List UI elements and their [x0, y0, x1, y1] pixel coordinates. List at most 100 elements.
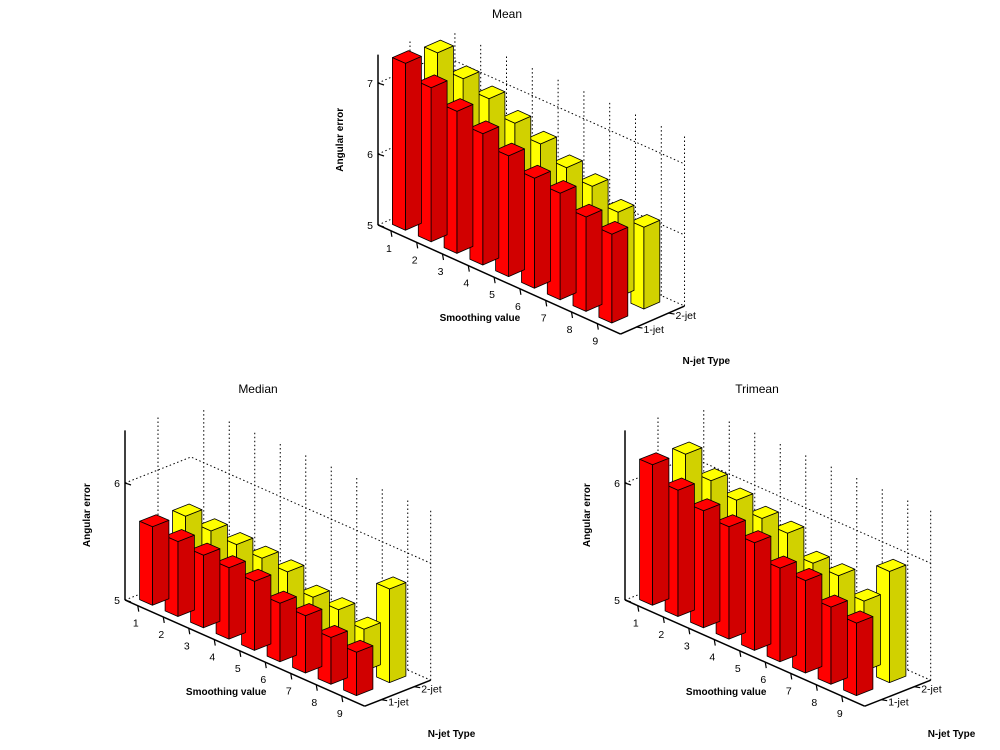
x-tick-mark: [688, 628, 691, 635]
bar-side: [805, 573, 823, 674]
axes: [377, 54, 685, 335]
x-tick-mark: [637, 605, 640, 612]
bar-side: [830, 600, 848, 685]
x-tick-label: 5: [489, 289, 495, 301]
x-tick-mark: [493, 277, 496, 284]
x-axis-label: Smoothing value: [186, 687, 267, 698]
z-tick-mark: [414, 686, 421, 689]
bar-side: [355, 645, 374, 696]
axes: [124, 430, 431, 707]
bar-front: [139, 520, 153, 606]
bar-side: [728, 519, 746, 640]
y-tick-mark: [377, 82, 385, 86]
bar-1-jet-2: [664, 477, 695, 617]
y-tick-mark: [124, 482, 132, 486]
bar-1-jet-4: [215, 555, 246, 640]
y-tick-mark: [624, 599, 632, 603]
x-tick-mark: [467, 265, 470, 272]
bar-1-jet-4: [715, 514, 746, 640]
chart-title: Trimean: [735, 382, 779, 396]
y-tick-label: 6: [114, 478, 120, 490]
bar-1-jet-5: [495, 142, 525, 278]
x-tick-label: 4: [209, 652, 215, 664]
y-tick-label: 5: [614, 595, 620, 607]
x-tick-label: 8: [567, 324, 573, 336]
x-tick-mark: [188, 628, 191, 635]
x-tick-mark: [341, 695, 344, 703]
x-tick-label: 8: [311, 697, 317, 709]
bar-side: [534, 170, 551, 289]
z-axis-label: N-jet Type: [928, 729, 976, 740]
y-axis-label: Angular error: [582, 483, 593, 547]
bar-1-jet-5: [241, 568, 272, 651]
x-axis: [377, 224, 621, 335]
y-tick-mark: [377, 153, 385, 157]
chart-trimean: Trimean 5 6 1 2 3 4 5 6 7 8 9 1-jet 2-jet Angular erro…: [582, 382, 976, 740]
y-axis-label: Angular error: [335, 108, 346, 172]
y-tick-mark: [377, 224, 385, 228]
x-tick-label: 6: [260, 674, 266, 686]
bar-side: [754, 535, 772, 651]
bar-side: [643, 219, 661, 310]
x-tick-mark: [137, 605, 140, 612]
bar-1-jet-2: [417, 74, 448, 243]
bar-side: [482, 126, 500, 266]
x-tick-mark: [815, 684, 818, 691]
y-tick-label: 7: [367, 78, 373, 90]
bar-side: [151, 519, 170, 606]
z-axis: [364, 679, 431, 707]
bar-side: [779, 561, 797, 663]
bar-2-jet-9: [630, 214, 661, 310]
x-tick-label: 2: [412, 254, 418, 266]
z-tick-label: 2-jet: [921, 684, 942, 696]
bar-side: [611, 226, 629, 324]
x-axis-label: Smoothing value: [686, 687, 767, 698]
x-tick-mark: [545, 300, 548, 307]
bar-1-jet-6: [766, 555, 797, 663]
bar-side: [889, 564, 907, 683]
x-tick-label: 9: [837, 708, 843, 720]
x-tick-mark: [841, 695, 844, 703]
z-axis-label: N-jet Type: [683, 356, 731, 367]
bar-side: [508, 148, 525, 278]
x-tick-label: 7: [541, 312, 547, 324]
bar-side: [703, 503, 721, 629]
bar-side: [677, 483, 695, 617]
bar-1-jet-6: [521, 164, 551, 289]
z-tick-mark: [381, 699, 388, 702]
x-tick-mark: [213, 639, 216, 646]
x-tick-mark: [662, 616, 665, 624]
x-tick-label: 5: [735, 663, 741, 675]
z-tick-label: 1-jet: [888, 697, 909, 709]
x-tick-mark: [790, 673, 793, 680]
x-tick-mark: [290, 673, 293, 680]
x-tick-mark: [390, 230, 393, 237]
x-tick-mark: [764, 662, 767, 669]
x-tick-mark: [739, 650, 742, 657]
y-tick-mark: [124, 599, 132, 603]
bar-side: [330, 630, 348, 685]
x-tick-label: 1: [133, 618, 139, 630]
bar-1-jet-9: [343, 639, 374, 696]
x-tick-label: 5: [235, 663, 241, 675]
x-tick-mark: [162, 616, 165, 624]
z-tick-label: 1-jet: [644, 324, 665, 336]
x-tick-label: 3: [684, 640, 690, 652]
x-axis: [624, 599, 866, 707]
z-tick-mark: [668, 312, 675, 315]
x-tick-label: 6: [760, 674, 766, 686]
y-axis-label: Angular error: [82, 483, 93, 547]
x-tick-label: 3: [184, 640, 190, 652]
bar-side: [404, 56, 422, 231]
z-axis: [620, 305, 685, 335]
bar-1-jet-8: [572, 203, 603, 312]
x-tick-mark: [239, 650, 242, 657]
bar-1-jet-9: [598, 220, 629, 324]
axes: [624, 430, 931, 707]
chart-median: Median 5 6 1 2 3 4 5 6 7 8 9 1-jet 2-jet Angular error…: [82, 382, 476, 740]
z-axis-label: N-jet Type: [428, 729, 476, 740]
bar-side: [228, 560, 246, 640]
bar-side: [856, 616, 874, 696]
x-tick-label: 1: [633, 618, 639, 630]
